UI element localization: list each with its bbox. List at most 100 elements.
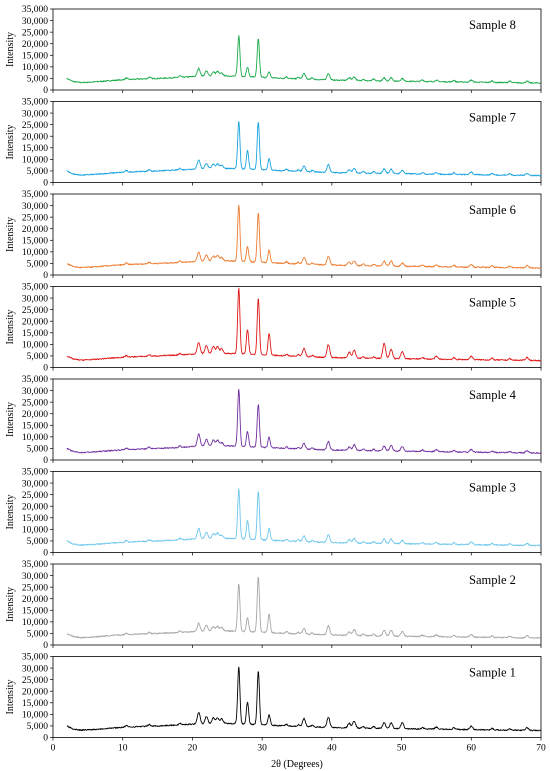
y-tick-label: 0 (43, 641, 48, 651)
x-axis-title: 2θ (Degrees) (271, 759, 323, 770)
panel-frame-sample-5 (52, 286, 542, 368)
y-tick-label: 5,000 (27, 445, 49, 455)
y-tick-label: 25,000 (22, 28, 48, 38)
y-tick-label: 35,000 (22, 468, 48, 478)
y-tick-label: 15,000 (22, 606, 48, 616)
y-tick-label: 20,000 (22, 317, 48, 327)
y-tick-label: 35,000 (22, 375, 48, 385)
x-tick-label: 60 (467, 744, 477, 754)
y-tick-label: 0 (43, 271, 48, 281)
panel-title-sample-4: Sample 4 (469, 388, 517, 402)
y-tick-label: 30,000 (22, 17, 48, 27)
panel-frame-sample-7 (52, 101, 542, 183)
y-tick-label: 25,000 (22, 491, 48, 501)
panel-frame-sample-2 (52, 563, 542, 646)
y-axis-title: Intensity (5, 402, 16, 437)
y-tick-label: 10,000 (22, 156, 48, 166)
y-tick-label: 35,000 (22, 5, 48, 15)
y-tick-label: 30,000 (22, 387, 48, 397)
panel-title-sample-3: Sample 3 (469, 481, 516, 495)
y-tick-label: 0 (43, 86, 48, 96)
y-tick-label: 15,000 (22, 699, 48, 709)
y-tick-label: 20,000 (22, 687, 48, 697)
y-tick-label: 20,000 (22, 132, 48, 142)
y-tick-label: 15,000 (22, 329, 48, 339)
y-tick-label: 10,000 (22, 711, 48, 721)
x-tick-label: 40 (327, 744, 337, 754)
panel-title-sample-7: Sample 7 (469, 111, 516, 125)
panel-title-sample-6: Sample 6 (469, 203, 516, 217)
series-line-sample-6 (66, 204, 542, 269)
y-tick-label: 15,000 (22, 51, 48, 61)
series-line-sample-2 (66, 576, 542, 639)
panel-title-sample-5: Sample 5 (469, 296, 516, 310)
series-line-sample-1 (66, 666, 542, 732)
panel-frame-sample-4 (52, 378, 542, 461)
panel-frame-sample-6 (52, 193, 542, 276)
panel-title-sample-8: Sample 8 (469, 18, 516, 32)
x-tick-label: 50 (397, 744, 407, 754)
panel-frame-sample-3 (52, 471, 542, 553)
y-tick-label: 5,000 (27, 75, 49, 85)
y-tick-label: 25,000 (22, 213, 48, 223)
y-tick-label: 0 (43, 549, 48, 559)
y-tick-label: 15,000 (22, 421, 48, 431)
y-tick-label: 25,000 (22, 398, 48, 408)
x-tick-label: 0 (51, 744, 56, 754)
series-line-sample-4 (66, 389, 542, 455)
series-line-sample-3 (66, 488, 542, 547)
x-tick-label: 20 (188, 744, 198, 754)
y-tick-label: 5,000 (27, 352, 49, 362)
y-tick-label: 20,000 (22, 225, 48, 235)
panel-frame-sample-1 (52, 656, 542, 738)
y-tick-label: 10,000 (22, 433, 48, 443)
y-tick-label: 5,000 (27, 537, 49, 547)
panel-title-sample-2: Sample 2 (469, 573, 516, 587)
y-tick-label: 10,000 (22, 341, 48, 351)
y-axis-title: Intensity (5, 310, 16, 345)
y-tick-label: 30,000 (22, 109, 48, 119)
y-tick-label: 5,000 (27, 722, 49, 732)
y-tick-label: 25,000 (22, 306, 48, 316)
y-tick-label: 35,000 (22, 653, 48, 663)
series-line-sample-8 (66, 35, 541, 85)
x-tick-label: 10 (118, 744, 128, 754)
y-tick-label: 30,000 (22, 572, 48, 582)
y-axis-title: Intensity (5, 495, 16, 530)
y-tick-label: 20,000 (22, 410, 48, 420)
y-tick-label: 35,000 (22, 283, 48, 293)
y-tick-label: 30,000 (22, 202, 48, 212)
y-tick-label: 0 (43, 364, 48, 374)
y-tick-label: 20,000 (22, 502, 48, 512)
y-tick-label: 25,000 (22, 121, 48, 131)
y-tick-label: 15,000 (22, 144, 48, 154)
panel-title-sample-1: Sample 1 (469, 666, 516, 680)
y-tick-label: 5,000 (27, 260, 49, 270)
y-tick-label: 25,000 (22, 583, 48, 593)
y-tick-label: 30,000 (22, 664, 48, 674)
y-axis-title: Intensity (5, 587, 16, 622)
y-axis-title: Intensity (5, 125, 16, 160)
y-tick-label: 10,000 (22, 63, 48, 73)
y-tick-label: 5,000 (27, 167, 49, 177)
y-tick-label: 20,000 (22, 595, 48, 605)
y-tick-label: 10,000 (22, 618, 48, 628)
y-tick-label: 30,000 (22, 294, 48, 304)
x-tick-label: 30 (257, 744, 267, 754)
y-tick-label: 35,000 (22, 190, 48, 200)
panel-frame-sample-8 (52, 8, 542, 91)
y-tick-label: 35,000 (22, 98, 48, 108)
series-line-sample-5 (66, 287, 542, 362)
y-tick-label: 20,000 (22, 40, 48, 50)
y-tick-label: 25,000 (22, 676, 48, 686)
y-axis-title: Intensity (5, 32, 16, 67)
y-tick-label: 10,000 (22, 248, 48, 258)
series-line-sample-7 (66, 121, 542, 177)
y-tick-label: 0 (43, 734, 48, 744)
y-tick-label: 10,000 (22, 526, 48, 536)
y-axis-title: Intensity (5, 217, 16, 252)
y-tick-label: 15,000 (22, 514, 48, 524)
y-tick-label: 0 (43, 456, 48, 466)
y-tick-label: 5,000 (27, 630, 49, 640)
